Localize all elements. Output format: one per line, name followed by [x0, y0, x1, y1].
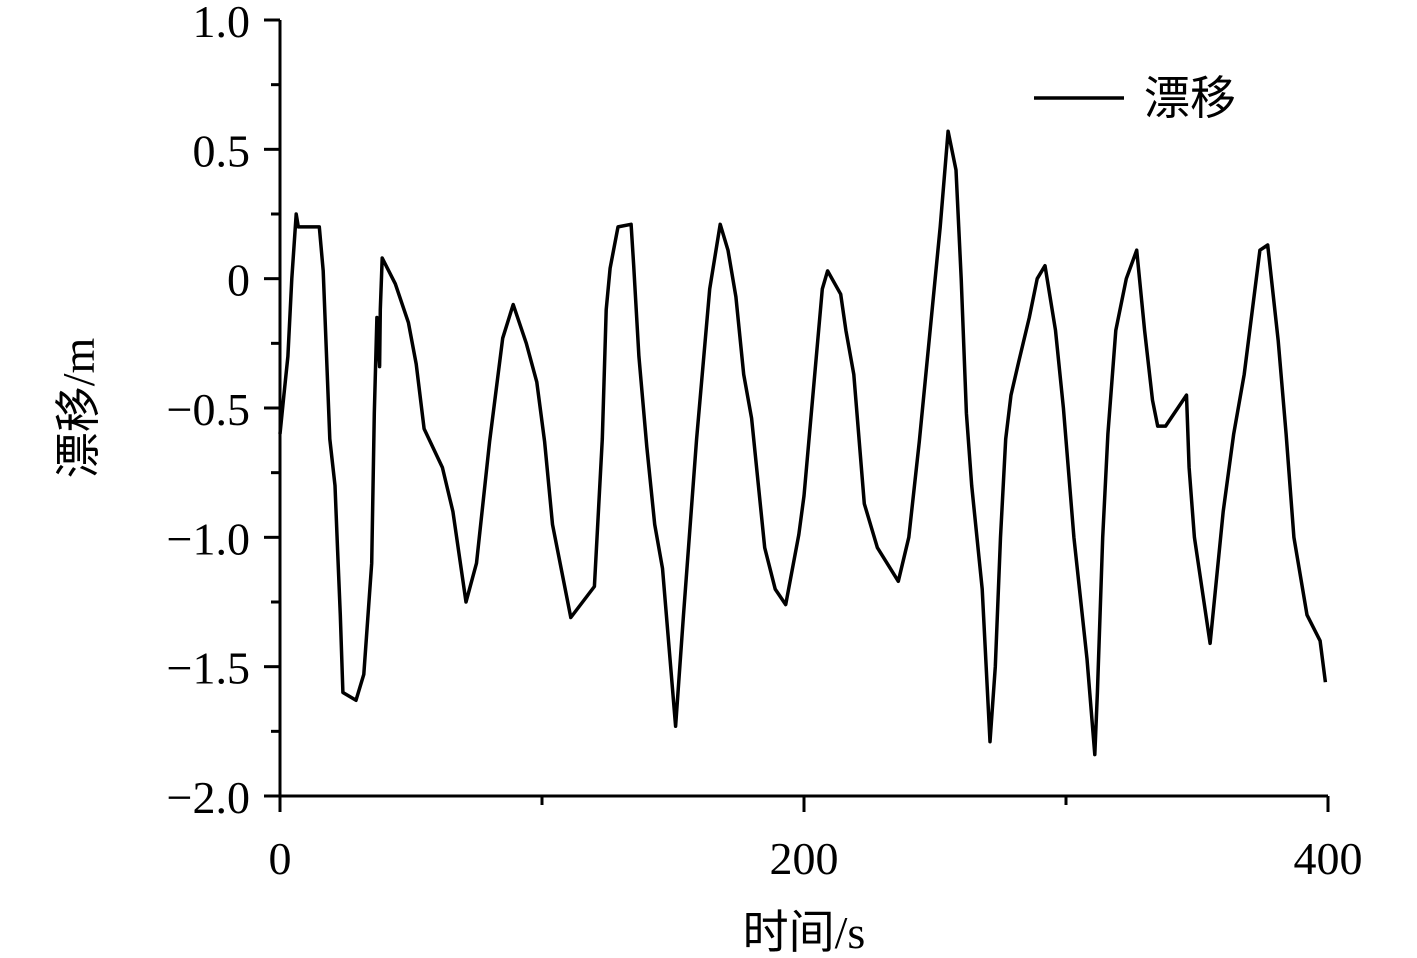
x-axis: 0 200 400	[269, 794, 1363, 884]
y-tick-label: −1.5	[167, 643, 250, 694]
plot-series	[278, 129, 1328, 757]
series-line-0	[278, 129, 1328, 757]
x-tick-label: 200	[770, 833, 839, 884]
legend: 漂移	[1034, 73, 1236, 124]
y-tick-label: −1.0	[167, 513, 250, 564]
x-ticks: 0 200 400	[269, 796, 1363, 884]
legend-label: 漂移	[1144, 73, 1236, 124]
y-tick-label: 0	[227, 255, 250, 306]
y-tick-label: 1.0	[193, 0, 251, 47]
x-tick-label: 400	[1294, 833, 1363, 884]
y-ticks: 1.0 0.5 0 −0.5 −1.0 −1.5 −2.0	[167, 0, 280, 823]
y-axis-title: 漂移/m	[53, 338, 104, 479]
y-axis: 1.0 0.5 0 −0.5 −1.0 −1.5 −2.0	[167, 0, 282, 823]
x-tick-label: 0	[269, 833, 292, 884]
y-tick-label: −2.0	[167, 772, 250, 823]
y-tick-label: 0.5	[193, 125, 251, 176]
x-axis-title: 时间/s	[743, 907, 866, 958]
y-tick-label: −0.5	[167, 384, 250, 435]
